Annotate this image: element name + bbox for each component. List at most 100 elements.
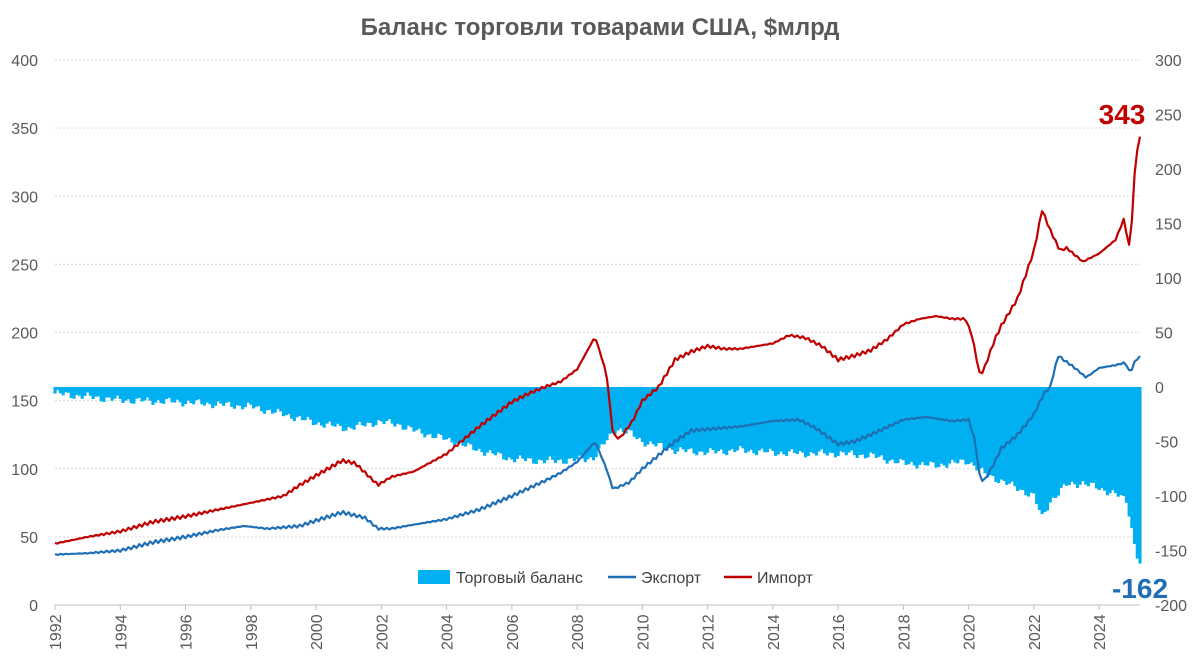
balance-bar [755, 387, 759, 456]
balance-bar [708, 387, 712, 449]
balance-bar [1010, 387, 1014, 482]
balance-bar [662, 387, 666, 449]
balance-bar [556, 387, 560, 461]
balance-bar [586, 387, 590, 460]
balance-bar [697, 387, 702, 452]
balance-bar [1084, 387, 1088, 485]
balance-bar [469, 387, 473, 445]
balance-bar [803, 387, 808, 458]
balance-bar [431, 387, 435, 439]
balance-bar [651, 387, 655, 445]
balance-bar [518, 387, 522, 456]
x-axis-tick-label: 1994 [113, 614, 130, 650]
balance-bar [1018, 387, 1022, 490]
balance-bar [287, 387, 291, 415]
x-axis-tick-label: 2016 [831, 614, 848, 650]
balance-bar [551, 387, 555, 460]
balance-bar [896, 387, 900, 464]
balance-bar [58, 387, 62, 394]
balance-bar [183, 387, 188, 404]
balance-bar [600, 387, 604, 445]
balance-bar [347, 387, 351, 428]
balance-bar [540, 387, 544, 461]
balance-bar [396, 387, 400, 424]
balance-bar [836, 387, 840, 456]
balance-bar [806, 387, 810, 457]
balance-bar [262, 387, 266, 414]
balance-bar [1103, 387, 1107, 491]
balance-bar [738, 387, 742, 447]
balance-bar [727, 387, 731, 451]
balance-bar [178, 387, 182, 403]
balance-bar [529, 387, 533, 459]
balance-bar [852, 387, 857, 456]
balance-bar [515, 387, 519, 459]
balance-bar [787, 387, 791, 452]
balance-bar [1065, 387, 1069, 486]
export-line [54, 355, 1141, 557]
balance-bar [991, 387, 995, 477]
balance-bar [325, 387, 329, 424]
balance-bar [597, 387, 601, 449]
balance-bar [901, 387, 905, 461]
balance-bar [532, 387, 536, 464]
balance-bar [624, 387, 628, 434]
balance-bar [483, 387, 487, 456]
x-axis-tick-label: 2024 [1092, 614, 1109, 650]
balance-bar [980, 387, 984, 468]
left-axis-tick-label: 0 [29, 598, 38, 615]
x-axis-tick-label: 2014 [766, 614, 783, 650]
balance-bar [355, 387, 359, 425]
balance-bar [88, 387, 92, 396]
balance-bar [113, 387, 117, 399]
balance-bar [401, 387, 405, 430]
balance-bar [154, 387, 158, 403]
balance-bar [232, 387, 237, 409]
balance-bar [866, 387, 870, 458]
balance-bar [249, 387, 253, 405]
balance-bar [1097, 387, 1101, 491]
balance-bar [1086, 387, 1090, 487]
balance-bar [428, 387, 432, 435]
balance-bar [213, 387, 217, 406]
chart-title: Баланс торговли товарами США, $млрд [360, 14, 840, 41]
balance-bar [657, 387, 661, 444]
balance-bar [132, 387, 136, 404]
balance-bar [94, 387, 98, 397]
balance-bar [175, 387, 179, 400]
balance-bar [763, 387, 767, 453]
x-axis-tick-label: 2008 [570, 614, 587, 650]
balance-bar [398, 387, 402, 425]
balance-bar [192, 387, 196, 405]
balance-bar [309, 387, 313, 420]
balance-bar [371, 387, 375, 427]
balance-bar [684, 387, 688, 453]
balance-bar [978, 387, 982, 470]
balance-bar [374, 387, 378, 426]
balance-bar [243, 387, 247, 408]
balance-bar [493, 387, 498, 456]
balance-bar [760, 387, 764, 449]
balance-bar [1089, 387, 1093, 483]
right-axis-tick-label: 200 [1155, 162, 1182, 179]
balance-bar [254, 387, 258, 407]
balance-bar [711, 387, 715, 451]
balance-bar [173, 387, 177, 403]
balance-bar [907, 387, 911, 465]
balance-bar [368, 387, 372, 423]
balance-bar [983, 387, 987, 474]
balance-bar [757, 387, 761, 451]
balance-bar [164, 387, 169, 400]
balance-bar [594, 387, 598, 458]
balance-bar [121, 387, 125, 403]
balance-bar [790, 387, 794, 450]
balance-bar [953, 387, 957, 463]
balance-bar [162, 387, 166, 404]
right-axis-tick-label: -200 [1155, 598, 1187, 615]
balance-bar [613, 387, 617, 434]
balance-bar [156, 387, 160, 401]
balance-bar [409, 387, 413, 428]
balance-bar [83, 387, 87, 396]
balance-bar [322, 387, 326, 428]
balance-bar [360, 387, 364, 426]
